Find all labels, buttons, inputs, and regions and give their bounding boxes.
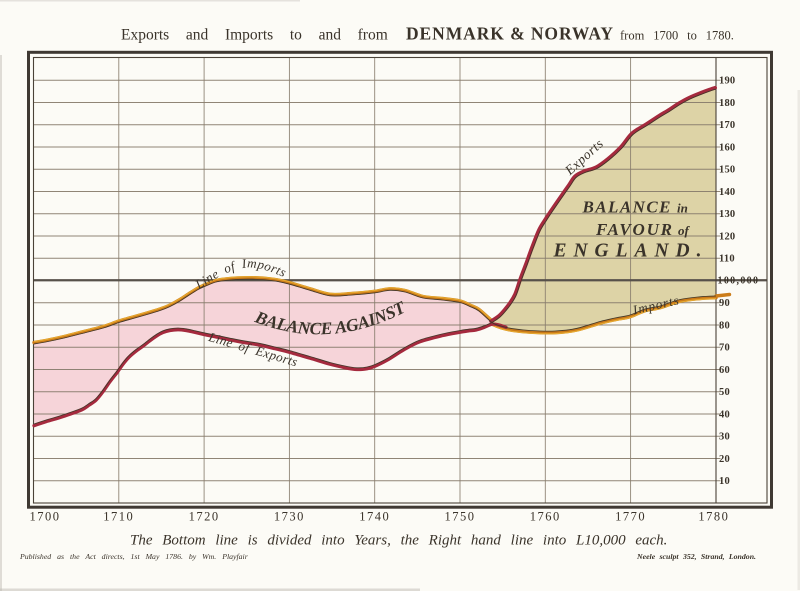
svg-text:90: 90 — [719, 298, 730, 309]
svg-text:20: 20 — [719, 454, 730, 465]
svg-text:190: 190 — [719, 76, 735, 87]
svg-text:130: 130 — [719, 209, 735, 220]
svg-text:in: in — [677, 201, 688, 216]
svg-text:DENMARK & NORWAY: DENMARK & NORWAY — [406, 24, 613, 44]
svg-text:1770: 1770 — [615, 510, 646, 524]
svg-text:1740: 1740 — [359, 510, 390, 524]
svg-text:30: 30 — [719, 432, 730, 443]
svg-text:FAVOUR: FAVOUR — [595, 220, 672, 239]
svg-text:of: of — [678, 223, 691, 238]
svg-text:180: 180 — [719, 98, 735, 109]
svg-text:Exports and Imports to and fro: Exports and Imports to and from — [121, 27, 388, 44]
svg-text:from 1700 to 1780.: from 1700 to 1780. — [620, 29, 734, 43]
svg-text:1780: 1780 — [698, 510, 729, 524]
svg-text:80: 80 — [719, 320, 730, 331]
svg-text:ENGLAND.: ENGLAND. — [553, 241, 702, 262]
svg-text:50: 50 — [719, 387, 730, 398]
svg-text:BALANCE: BALANCE — [582, 198, 671, 217]
svg-text:160: 160 — [719, 142, 735, 153]
svg-text:40: 40 — [719, 409, 730, 420]
svg-text:1730: 1730 — [274, 510, 305, 524]
svg-text:100,000: 100,000 — [718, 276, 759, 287]
svg-text:1760: 1760 — [530, 510, 561, 524]
svg-text:140: 140 — [719, 187, 735, 198]
svg-text:1750: 1750 — [445, 510, 476, 524]
svg-text:150: 150 — [719, 165, 735, 176]
svg-text:60: 60 — [719, 365, 730, 376]
svg-text:Neele sculpt 352, Strand, Lond: Neele sculpt 352, Strand, London. — [636, 552, 756, 561]
svg-text:1720: 1720 — [189, 510, 220, 524]
svg-text:110: 110 — [719, 254, 735, 265]
svg-text:120: 120 — [719, 231, 735, 242]
svg-text:1700: 1700 — [30, 510, 61, 524]
svg-text:The Bottom line is divided int: The Bottom line is divided into Years, t… — [130, 533, 667, 549]
svg-text:170: 170 — [719, 120, 735, 131]
svg-text:Published as the Act directs,: Published as the Act directs, 1st May 17… — [19, 552, 249, 561]
svg-text:1710: 1710 — [103, 510, 134, 524]
svg-text:10: 10 — [719, 476, 730, 487]
svg-text:70: 70 — [719, 343, 730, 354]
